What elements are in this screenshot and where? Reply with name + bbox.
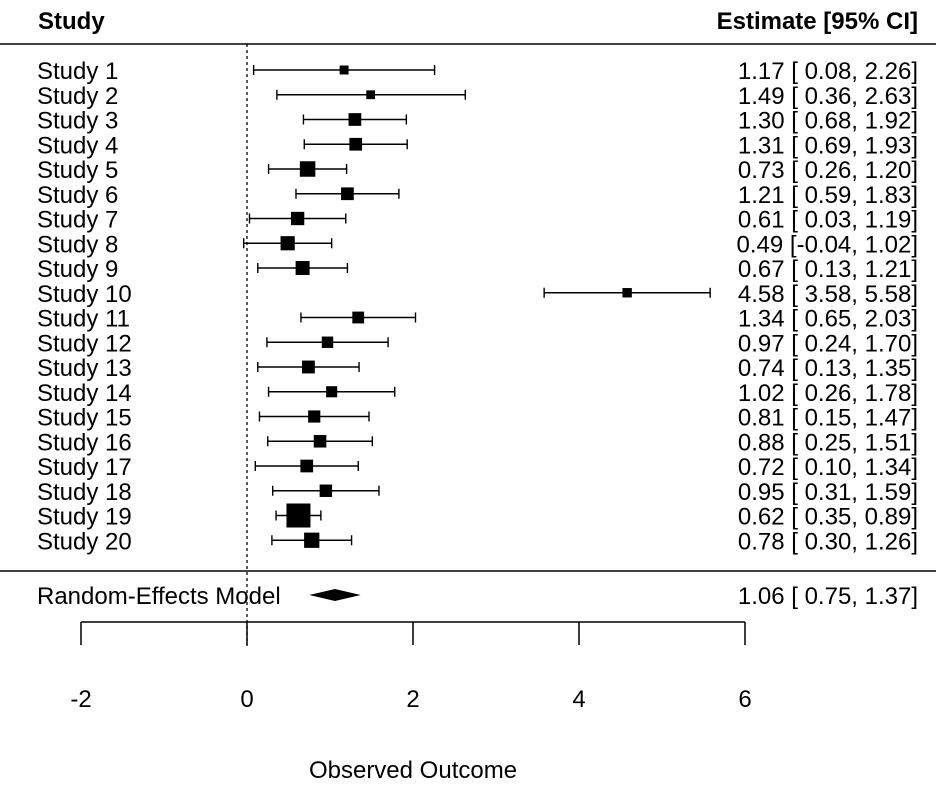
estimate-ci-text: 0.62 [ 0.35, 0.89] [738, 504, 918, 531]
study-row: Study 16 0.88 [ 0.25, 1.51] [37, 429, 918, 456]
study-label: Study 16 [37, 429, 132, 456]
axis-tick-label: 0 [240, 686, 253, 713]
estimate-ci-text: 4.58 [ 3.58, 5.58] [738, 281, 918, 308]
study-row: Study 12 0.97 [ 0.24, 1.70] [37, 330, 918, 357]
summary-row: Random-Effects Model 1.06 [ 0.75, 1.37] [37, 583, 918, 610]
study-row: Study 5 0.73 [ 0.26, 1.20] [37, 157, 918, 184]
study-row: Study 9 0.67 [ 0.13, 1.21] [37, 256, 918, 283]
study-label: Study 10 [37, 281, 132, 308]
estimate-ci-text: 0.74 [ 0.13, 1.35] [738, 355, 918, 382]
study-label: Study 12 [37, 330, 132, 357]
estimate-ci-text: 0.72 [ 0.10, 1.34] [738, 454, 918, 481]
x-axis-label: Observed Outcome [309, 757, 517, 784]
estimate-point [308, 410, 321, 423]
estimate-ci-text: 0.88 [ 0.25, 1.51] [738, 429, 918, 456]
x-axis: -2 0 2 4 6 [70, 621, 752, 713]
estimate-ci-text: 1.34 [ 0.65, 2.03] [738, 306, 918, 333]
estimate-point [339, 65, 349, 75]
estimate-ci-text: 1.31 [ 0.69, 1.93] [738, 132, 918, 159]
study-row: Study 13 0.74 [ 0.13, 1.35] [37, 355, 918, 382]
estimate-ci-text: 1.21 [ 0.59, 1.83] [738, 182, 918, 209]
study-label: Study 14 [37, 380, 132, 407]
estimate-point [321, 336, 334, 348]
study-row: Study 10 4.58 [ 3.58, 5.58] [37, 281, 918, 308]
study-label: Study 2 [37, 83, 118, 110]
study-label: Study 18 [37, 479, 132, 506]
estimate-point [341, 187, 354, 201]
study-row: Study 3 1.30 [ 0.68, 1.92] [37, 108, 918, 135]
axis-tick-label: -2 [70, 686, 91, 713]
estimate-point [313, 434, 327, 448]
study-row: Study 15 0.81 [ 0.15, 1.47] [37, 405, 918, 432]
study-label: Study 8 [37, 231, 118, 258]
estimate-point [286, 503, 311, 528]
estimate-ci-text: 0.49 [-0.04, 1.02] [737, 231, 918, 258]
estimate-ci-text: 0.67 [ 0.13, 1.21] [738, 256, 918, 283]
estimate-point [349, 137, 363, 151]
estimate-ci-text: 1.49 [ 0.36, 2.63] [738, 83, 918, 110]
study-label: Study 5 [37, 157, 118, 184]
header-study: Study [38, 8, 105, 35]
header-estimate: Estimate [95% CI] [717, 8, 918, 35]
study-label: Study 7 [37, 207, 118, 234]
estimate-ci-text: 0.97 [ 0.24, 1.70] [738, 330, 918, 357]
estimate-point [299, 161, 316, 177]
estimate-ci-text: 0.95 [ 0.31, 1.59] [738, 479, 918, 506]
study-label: Study 4 [37, 132, 118, 159]
study-label: Study 15 [37, 405, 132, 432]
study-row: Study 6 1.21 [ 0.59, 1.83] [37, 182, 918, 209]
estimate-point [300, 459, 314, 473]
estimate-point [326, 386, 338, 398]
estimate-point [301, 360, 315, 374]
study-row: Study 17 0.72 [ 0.10, 1.34] [37, 454, 918, 481]
study-row: Study 7 0.61 [ 0.03, 1.19] [37, 207, 918, 234]
estimate-ci-text: 0.81 [ 0.15, 1.47] [738, 405, 918, 432]
estimate-point [304, 532, 320, 548]
study-row: Study 14 1.02 [ 0.26, 1.78] [37, 380, 918, 407]
study-label: Study 19 [37, 504, 132, 531]
study-label: Study 20 [37, 528, 132, 555]
axis-tick-label: 6 [738, 686, 751, 713]
estimate-point [295, 261, 310, 275]
study-label: Study 11 [37, 306, 130, 333]
estimate-ci-text: 0.73 [ 0.26, 1.20] [738, 157, 918, 184]
estimate-ci-text: 0.61 [ 0.03, 1.19] [738, 207, 918, 234]
study-label: Study 3 [37, 108, 118, 135]
study-row: Study 19 0.62 [ 0.35, 0.89] [37, 503, 918, 531]
summary-diamond [309, 589, 361, 601]
study-rows: Study 1 1.17 [ 0.08, 2.26] Study 2 1.49 [ 0… [37, 58, 918, 555]
study-label: Study 9 [37, 256, 118, 283]
estimate-point [352, 311, 365, 324]
study-label: Study 1 [37, 58, 118, 85]
axis-tick-label: 4 [572, 686, 585, 713]
estimate-point [280, 236, 295, 251]
study-row: Study 2 1.49 [ 0.36, 2.63] [37, 83, 918, 110]
study-row: Study 20 0.78 [ 0.30, 1.26] [37, 528, 918, 555]
study-row: Study 4 1.31 [ 0.69, 1.93] [37, 132, 918, 159]
estimate-ci-text: 0.78 [ 0.30, 1.26] [738, 528, 918, 555]
estimate-point [290, 211, 305, 226]
summary-label: Random-Effects Model [37, 583, 281, 610]
estimate-point [366, 90, 376, 100]
estimate-ci-text: 1.30 [ 0.68, 1.92] [738, 108, 918, 135]
axis-tick-label: 2 [406, 686, 419, 713]
study-row: Study 11 1.34 [ 0.65, 2.03] [37, 306, 918, 333]
summary-ci-text: 1.06 [ 0.75, 1.37] [738, 583, 918, 610]
study-label: Study 6 [37, 182, 118, 209]
estimate-point [348, 113, 362, 126]
study-row: Study 18 0.95 [ 0.31, 1.59] [37, 479, 918, 506]
estimate-ci-text: 1.02 [ 0.26, 1.78] [738, 380, 918, 407]
estimate-ci-text: 1.17 [ 0.08, 2.26] [738, 58, 918, 85]
estimate-point [319, 484, 333, 497]
study-row: Study 1 1.17 [ 0.08, 2.26] [37, 58, 918, 85]
study-row: Study 8 0.49 [-0.04, 1.02] [37, 231, 918, 258]
study-label: Study 17 [37, 454, 132, 481]
estimate-point [622, 288, 632, 298]
study-label: Study 13 [37, 355, 132, 382]
